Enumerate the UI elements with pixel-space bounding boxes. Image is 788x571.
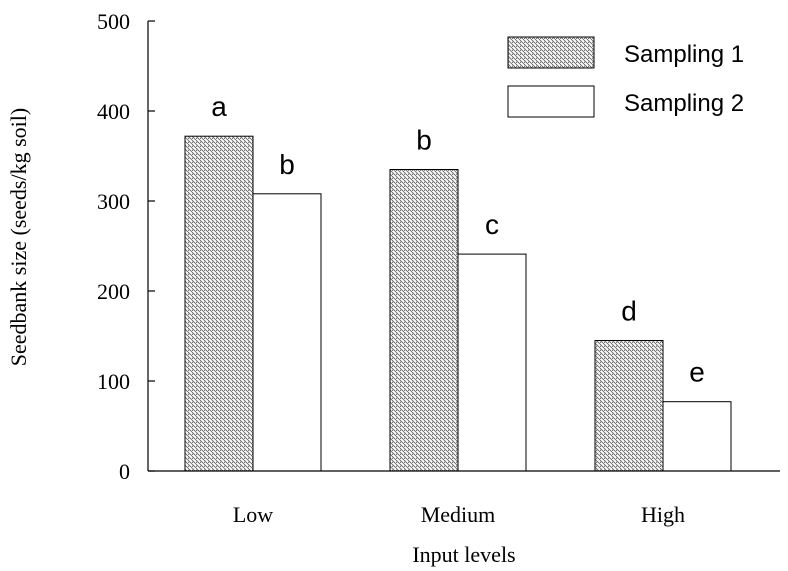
- bar-letter-label-low-series-2: b: [279, 149, 295, 180]
- bar-low-series-2: [252, 193, 322, 472]
- y-tick-label-0: 0: [119, 459, 130, 484]
- x-axis-label: Input levels: [412, 542, 515, 567]
- bar-letter-label-medium-series-1: b: [416, 125, 432, 156]
- bar-letter-label-high-series-1: d: [621, 296, 637, 327]
- bar-high-series-1: [594, 340, 664, 472]
- y-axis-ticks: 0 100 200 300 400 500: [97, 9, 155, 484]
- bar-letter-label-low-series-1: a: [211, 91, 227, 122]
- x-tick-label-high: High: [641, 502, 685, 527]
- x-axis-ticks: Low Medium High: [233, 502, 685, 527]
- bar-letter-label-medium-series-2: c: [485, 209, 499, 240]
- bar-medium-series-1: [389, 169, 459, 472]
- x-tick-label-low: Low: [233, 502, 273, 527]
- bar-high-series-2: [662, 401, 732, 472]
- y-tick-label-500: 500: [97, 9, 130, 34]
- y-tick-label-300: 300: [97, 189, 130, 214]
- legend-swatch-sampling-1: [507, 36, 595, 69]
- y-tick-label-400: 400: [97, 99, 130, 124]
- bar-low-series-1: [184, 135, 254, 472]
- legend: Sampling 1 Sampling 2: [507, 36, 744, 118]
- bars-group: [184, 135, 732, 472]
- legend-label-sampling-1: Sampling 1: [624, 41, 744, 68]
- y-tick-label-200: 200: [97, 279, 130, 304]
- bar-letter-label-high-series-2: e: [689, 357, 705, 388]
- legend-label-sampling-2: Sampling 2: [624, 90, 744, 117]
- legend-swatch-sampling-2: [507, 85, 595, 118]
- bar-medium-series-2: [457, 253, 527, 472]
- y-tick-label-100: 100: [97, 369, 130, 394]
- bar-letter-labels: a b b c d e: [211, 91, 705, 388]
- y-axis-label: Seedbank size (seeds/kg soil): [6, 108, 31, 366]
- x-tick-label-medium: Medium: [421, 502, 496, 527]
